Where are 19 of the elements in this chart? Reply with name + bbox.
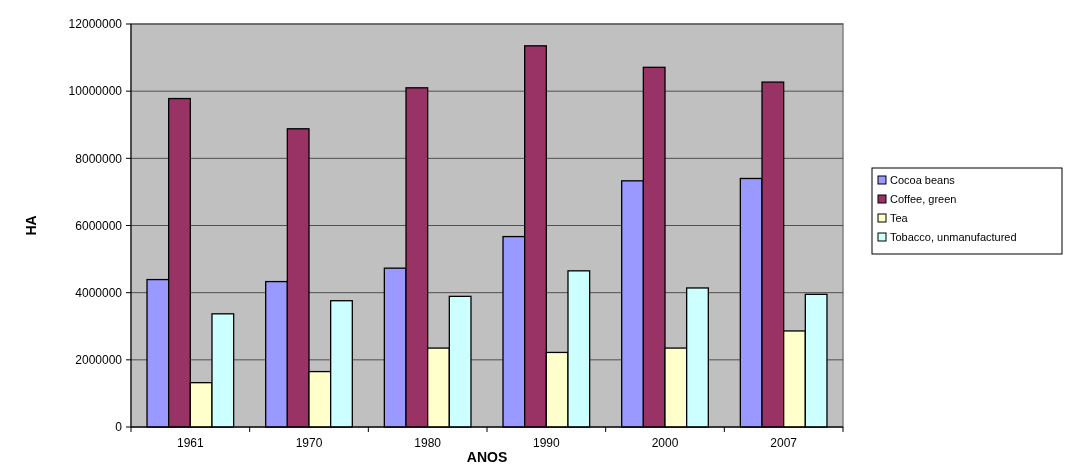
x-tick-label: 1961 (176, 436, 204, 450)
x-tick-label: 2007 (770, 436, 798, 450)
y-axis-title: HA (23, 215, 39, 236)
x-tick-label: 2000 (651, 436, 679, 450)
legend-label: Tobacco, unmanufactured (890, 230, 1017, 243)
x-tick-label: 1990 (532, 436, 560, 450)
y-tick-label: 6000000 (75, 218, 123, 233)
x-tick-label: 1980 (414, 436, 442, 450)
y-tick-label: 12000000 (68, 17, 123, 32)
legend-label: Coffee, green (890, 192, 957, 205)
y-tick-label: 8000000 (75, 151, 123, 166)
legend-label: Tea (890, 211, 909, 224)
x-tick-label: 1970 (295, 436, 323, 450)
y-tick-label: 4000000 (75, 285, 123, 300)
y-tick-label: 10000000 (68, 84, 123, 99)
x-axis-title: ANOS (466, 449, 508, 465)
legend-label: Cocoa beans (890, 173, 956, 186)
y-tick-label: 2000000 (75, 353, 123, 368)
y-tick-label: 0 (115, 420, 123, 435)
